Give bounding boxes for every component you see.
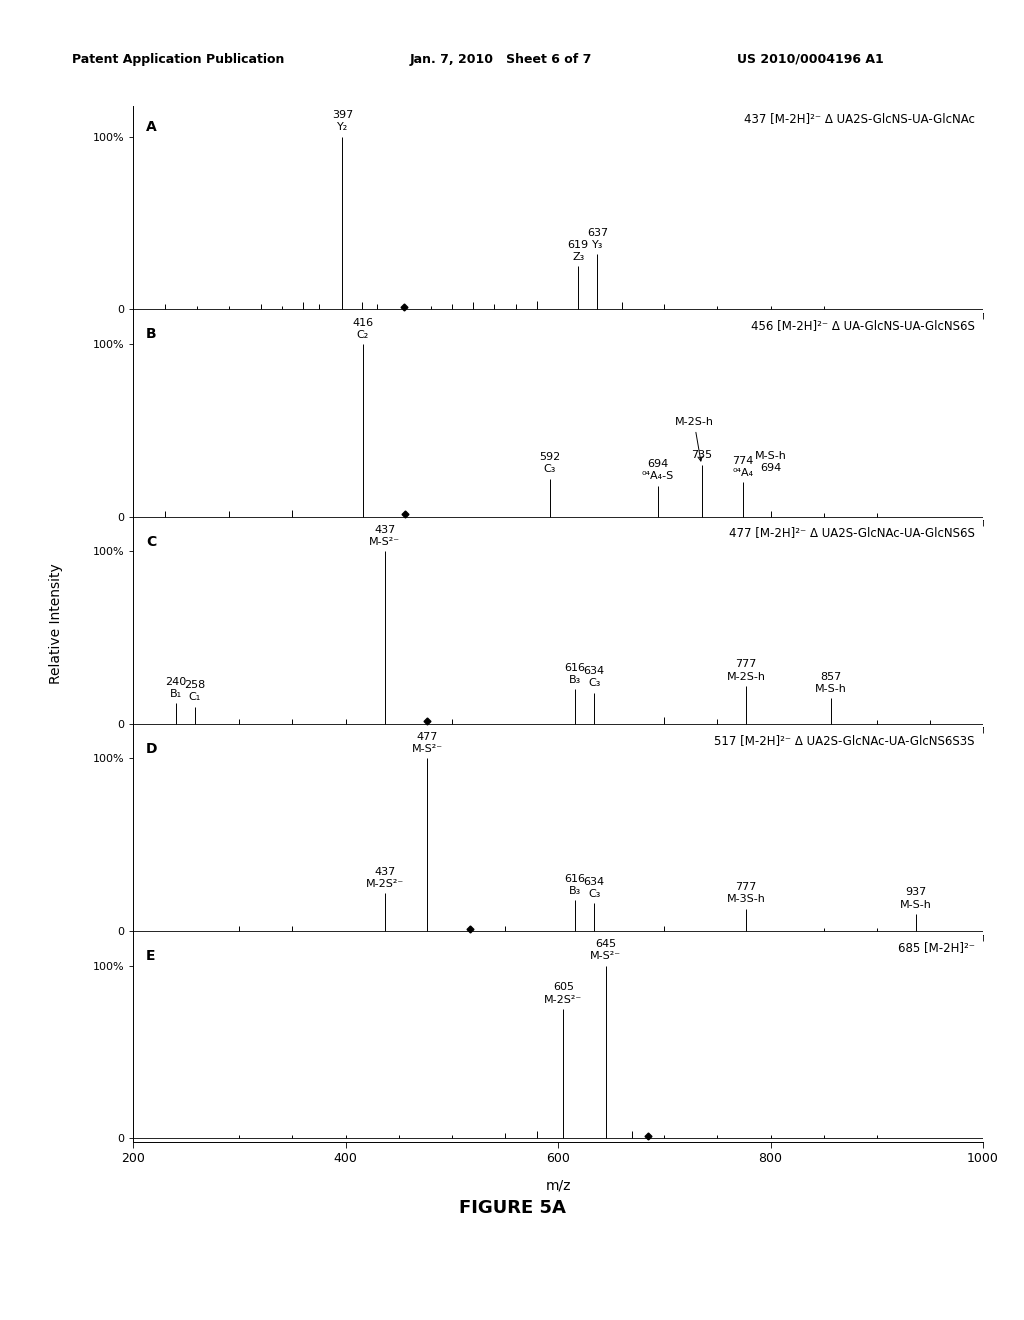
Text: M-2S-h: M-2S-h [675,417,714,461]
Text: M-S²⁻: M-S²⁻ [370,537,400,546]
Text: 634: 634 [584,667,605,676]
Text: M-S²⁻: M-S²⁻ [590,952,622,961]
Text: 240: 240 [165,677,186,686]
Text: C₃: C₃ [588,678,600,689]
Text: 774: 774 [732,455,754,466]
Text: B₁: B₁ [170,689,181,698]
Text: M-S-h: M-S-h [755,451,786,462]
Text: Y₂: Y₂ [337,123,348,132]
Text: C₁: C₁ [188,692,201,702]
Text: E: E [145,949,156,964]
Text: 437: 437 [375,867,395,876]
Text: M-2S²⁻: M-2S²⁻ [366,879,404,888]
Text: 437: 437 [375,525,395,535]
Text: 517 [M-2H]²⁻ Δ UA2S-GlcNAc-UA-GlcNS6S3S: 517 [M-2H]²⁻ Δ UA2S-GlcNAc-UA-GlcNS6S3S [714,734,975,747]
Text: 735: 735 [691,450,712,461]
Text: 685 [M-2H]²⁻: 685 [M-2H]²⁻ [898,941,975,954]
Text: 437 [M-2H]²⁻ Δ UA2S-GlcNS-UA-GlcNAc: 437 [M-2H]²⁻ Δ UA2S-GlcNS-UA-GlcNAc [743,112,975,125]
Text: Patent Application Publication: Patent Application Publication [72,53,284,66]
Text: M-S-h: M-S-h [900,899,932,909]
Text: M-2S²⁻: M-2S²⁻ [545,994,583,1005]
Text: 477 [M-2H]²⁻ Δ UA2S-GlcNAc-UA-GlcNS6S: 477 [M-2H]²⁻ Δ UA2S-GlcNAc-UA-GlcNS6S [729,527,975,540]
Text: B: B [145,327,157,342]
Text: 694: 694 [647,459,669,469]
Text: 634: 634 [584,876,605,887]
Text: 397: 397 [332,111,353,120]
Text: C₃: C₃ [588,890,600,899]
Text: M-S²⁻: M-S²⁻ [412,744,443,754]
Text: M-S-h: M-S-h [815,684,847,693]
Text: D: D [145,742,158,756]
Text: 937: 937 [905,887,927,898]
Text: M-2S-h: M-2S-h [727,672,766,681]
Text: A: A [145,120,157,135]
Text: B₃: B₃ [569,675,582,685]
Text: 605: 605 [553,982,573,993]
Text: C: C [145,535,156,549]
Text: Relative Intensity: Relative Intensity [49,564,63,684]
Text: FIGURE 5A: FIGURE 5A [459,1199,565,1217]
Text: m/z: m/z [546,1179,570,1193]
Text: 258: 258 [184,680,206,690]
Text: 477: 477 [417,733,438,742]
Text: Y₃: Y₃ [592,240,603,249]
Text: C₃: C₃ [544,465,556,474]
Text: 637: 637 [587,228,608,238]
Text: Z₃: Z₃ [572,252,585,261]
Text: B₃: B₃ [569,886,582,896]
Text: 456 [M-2H]²⁻ Δ UA-GlcNS-UA-GlcNS6S: 456 [M-2H]²⁻ Δ UA-GlcNS-UA-GlcNS6S [751,319,975,333]
Text: ⁰⁴A₄: ⁰⁴A₄ [732,467,754,478]
Text: 777: 777 [735,660,757,669]
Text: 416: 416 [352,318,373,327]
Text: US 2010/0004196 A1: US 2010/0004196 A1 [737,53,884,66]
Text: 645: 645 [595,940,616,949]
Text: 694: 694 [760,463,781,474]
Text: 592: 592 [539,453,560,462]
Text: 619: 619 [567,240,589,249]
Text: 777: 777 [735,882,757,892]
Text: Jan. 7, 2010   Sheet 6 of 7: Jan. 7, 2010 Sheet 6 of 7 [410,53,592,66]
Text: 616: 616 [564,874,586,883]
Text: 616: 616 [564,663,586,673]
Text: ⁰⁴A₄-S: ⁰⁴A₄-S [642,471,674,482]
Text: C₂: C₂ [356,330,369,339]
Text: M-3S-h: M-3S-h [727,895,766,904]
Text: 857: 857 [820,672,842,681]
